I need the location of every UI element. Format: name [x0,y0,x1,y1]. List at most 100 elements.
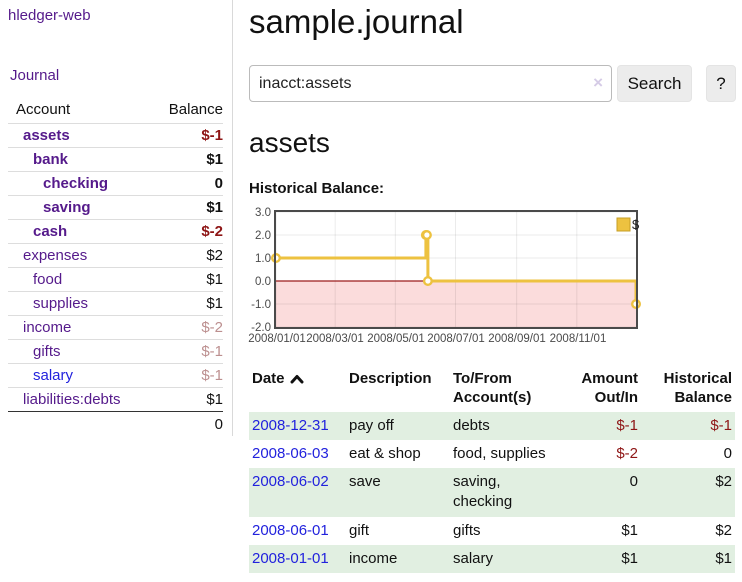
accounts-total-row: 0 [8,412,223,437]
transaction-date-link[interactable]: 2008-01-01 [252,549,329,567]
account-balance: $-1 [201,367,223,384]
account-link-bank[interactable]: bank [33,151,69,168]
transaction-amount: $-1 [616,416,638,434]
chart-legend: $ [616,217,640,232]
transaction-date-link[interactable]: 2008-12-31 [252,416,329,434]
account-balance: $1 [206,295,223,312]
accounts-total-value: 0 [214,416,223,433]
transaction-balance: $2 [715,473,732,490]
transaction-balance: $2 [715,521,732,539]
chart-title: Historical Balance: [249,180,385,197]
svg-text:2008/07/01: 2008/07/01 [427,333,485,345]
svg-text:0.0: 0.0 [255,276,271,288]
svg-text:-2.0: -2.0 [251,322,271,334]
account-row: cash $-2 [8,220,223,244]
register-row: 2008-06-02 save saving, checking 0 $2 [249,468,735,517]
transaction-description: income [349,549,398,567]
register-row: 2008-01-01 income salary $1 $1 [249,544,735,573]
description-column-header: Description [349,370,432,387]
transaction-accounts: food, supplies [453,444,546,462]
svg-text:2008/11/01: 2008/11/01 [550,333,607,345]
account-row: salary $-1 [8,364,223,388]
account-link-assets[interactable]: assets [23,127,70,144]
sidebar: hledger-web Journal Account Balance asse… [0,0,233,436]
transaction-description: pay off [349,416,394,434]
account-row: assets $-1 [8,124,223,148]
account-balance: 0 [214,175,223,192]
transaction-date-link[interactable]: 2008-06-01 [252,521,329,539]
transaction-amount: 0 [629,473,638,490]
accounts-table-header: Account Balance [8,97,223,124]
register-header-row: Date Description To/From Account(s) Amou… [249,368,735,412]
account-balance: $1 [206,151,223,168]
sort-ascending-icon [290,371,304,388]
account-link-supplies[interactable]: supplies [33,295,89,312]
svg-text:1.0: 1.0 [255,253,271,265]
account-balance: $1 [206,271,223,288]
account-row: supplies $1 [8,292,223,316]
account-heading: assets [249,127,330,158]
legend-series-label: $ [632,217,640,232]
account-column-header: Account [16,101,71,118]
account-balance: $1 [206,199,223,216]
account-link-checking[interactable]: checking [43,175,109,192]
transaction-balance: $-1 [710,416,732,434]
transaction-date-link[interactable]: 2008-06-03 [252,444,329,462]
account-link-salary[interactable]: salary [33,367,74,384]
account-row: food $1 [8,268,223,292]
chart-y-axis: 3.0 2.0 1.0 0.0 -1.0 -2.0 [251,207,271,334]
account-balance: $-2 [201,223,223,240]
accounts-table: Account Balance assets $-1 bank $1 check… [8,97,223,436]
register-row: 2008-06-03 eat & shop food, supplies $-2… [249,440,735,468]
transaction-amount: $-2 [616,444,638,462]
svg-text:2.0: 2.0 [255,230,271,242]
account-row: bank $1 [8,148,223,172]
account-link-liabilities-debts[interactable]: liabilities:debts [23,391,121,408]
page-title: sample.journal [249,3,464,40]
search-input[interactable] [249,65,612,102]
balance-column-header: Historical Balance [663,370,732,406]
account-link-cash[interactable]: cash [33,223,68,240]
account-row: expenses $2 [8,244,223,268]
transaction-accounts: saving, checking [453,473,513,511]
svg-text:2008/01/01: 2008/01/01 [248,333,306,345]
transaction-amount: $1 [621,521,638,539]
transaction-description: eat & shop [349,444,421,462]
main-content: sample.journal × Search ? assets Histori… [233,0,742,573]
account-column-header: To/From Account(s) [453,370,532,406]
help-button[interactable]: ? [706,65,736,102]
account-row: checking 0 [8,172,223,196]
account-balance: $2 [206,247,223,264]
account-row: saving $1 [8,196,223,220]
transaction-accounts: salary [453,549,494,567]
transaction-amount: $1 [621,549,638,567]
account-row: income $-2 [8,316,223,340]
chart-border [274,210,638,329]
chart-x-axis: 2008/01/01 2008/03/01 2008/05/01 2008/07… [248,333,606,345]
transaction-date-link[interactable]: 2008-06-02 [252,473,329,490]
transaction-accounts: gifts [453,521,481,539]
historical-balance-chart: 3.0 2.0 1.0 0.0 -1.0 -2.0 2008/01/01 200… [248,207,642,345]
account-link-expenses[interactable]: expenses [23,247,88,264]
transaction-accounts: debts [453,416,490,434]
balance-column-header: Balance [168,101,223,118]
account-link-income[interactable]: income [23,319,72,336]
account-balance: $1 [206,391,223,408]
sidebar-item-journal[interactable]: Journal [10,67,60,84]
register-table: Date Description To/From Account(s) Amou… [249,368,735,573]
svg-text:3.0: 3.0 [255,207,271,219]
svg-text:2008/05/01: 2008/05/01 [367,333,425,345]
clear-search-icon[interactable]: × [593,73,603,92]
account-row: gifts $-1 [8,340,223,364]
app-brand-link[interactable]: hledger-web [8,7,91,24]
account-balance: $-1 [201,343,223,360]
register-row: 2008-06-01 gift gifts $1 $2 [249,517,735,545]
account-link-saving[interactable]: saving [43,199,91,216]
date-column-header[interactable]: Date [249,368,346,412]
account-link-gifts[interactable]: gifts [33,343,61,360]
account-link-food[interactable]: food [33,271,63,288]
chart-background [276,281,636,327]
transaction-description: gift [349,521,370,539]
search-button[interactable]: Search [617,65,692,102]
transaction-balance: 0 [723,444,732,462]
